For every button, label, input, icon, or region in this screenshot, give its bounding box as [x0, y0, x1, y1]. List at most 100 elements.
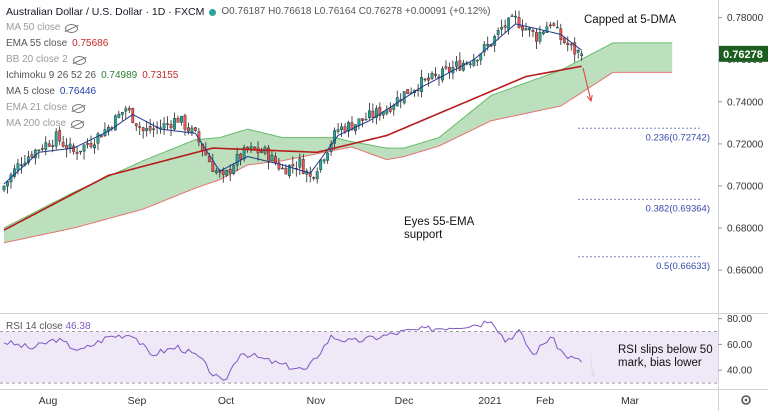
indicator-row[interactable]: MA 5 close 0.76446	[6, 84, 491, 100]
candle	[113, 115, 117, 131]
indicator-label: MA 50 close	[6, 22, 61, 33]
indicator-value: 0.74989	[101, 70, 138, 81]
candle	[315, 171, 319, 180]
candle	[96, 133, 100, 144]
candle	[468, 63, 472, 65]
candle	[350, 122, 354, 131]
x-tick-label: Nov	[307, 395, 326, 407]
visibility-hidden-icon[interactable]	[72, 103, 86, 113]
candle	[545, 26, 549, 33]
candle	[496, 30, 500, 35]
candle	[176, 117, 180, 123]
candle	[308, 172, 312, 177]
candle	[569, 43, 573, 46]
candle	[510, 15, 514, 18]
fib-level-label: 0.5(0.66633)	[656, 261, 710, 272]
candle	[124, 108, 128, 112]
rsi-band	[0, 331, 718, 384]
candle	[79, 150, 82, 153]
rsi-y-tick-label: 60.00	[727, 340, 752, 351]
candle	[319, 159, 323, 170]
indicator-value: 0.76446	[59, 86, 97, 97]
candle	[152, 128, 156, 130]
indicator-row[interactable]: EMA 55 close 0.75686	[6, 36, 491, 52]
settings-gear-icon[interactable]	[741, 395, 751, 405]
candle	[207, 155, 211, 163]
indicator-row[interactable]: Ichimoku 9 26 52 26 0.74989 0.73155	[6, 68, 491, 84]
candle	[193, 127, 197, 131]
candle	[58, 130, 62, 142]
indicator-row[interactable]: MA 50 close	[6, 20, 491, 36]
candle	[521, 25, 524, 31]
y-tick-label: 0.74000	[727, 97, 764, 108]
symbol-title: Australian Dollar / U.S. Dollar · 1D · F…	[6, 6, 205, 18]
x-tick-label: Feb	[536, 395, 554, 407]
candle	[322, 159, 326, 162]
candle	[221, 170, 225, 175]
annotation-capped: Capped at 5-DMA	[584, 14, 677, 26]
candle	[37, 149, 41, 152]
ichimoku-span-b	[3, 71, 673, 244]
y-tick-label: 0.70000	[727, 181, 764, 192]
indicator-label: MA 200 close	[6, 118, 67, 129]
annotation-eyes-ema: Eyes 55-EMA support	[404, 216, 475, 241]
indicator-rows: MA 50 close EMA 55 close 0.75686 BB 20 clos…	[6, 20, 491, 132]
candle	[166, 123, 169, 125]
candle	[427, 77, 430, 81]
rsi-legend: RSI 14 close 46.38	[6, 321, 91, 332]
visibility-hidden-icon[interactable]	[72, 55, 86, 65]
x-tick-label: Aug	[39, 395, 58, 407]
annotation-rsi: RSI slips below 50 mark, bias lower	[618, 344, 713, 369]
candle	[30, 154, 34, 158]
candle	[117, 113, 121, 118]
candle	[40, 148, 44, 150]
candle	[576, 50, 580, 53]
rsi-value: 46.38	[65, 321, 91, 332]
candle	[458, 60, 462, 71]
candle	[461, 62, 465, 71]
x-tick-label: Oct	[218, 395, 234, 407]
visibility-hidden-icon[interactable]	[65, 23, 79, 33]
candle	[406, 89, 410, 95]
candle	[444, 66, 448, 69]
arrow-down-main	[582, 67, 592, 102]
candle	[214, 170, 218, 173]
indicator-row[interactable]: BB 20 close 2	[6, 52, 491, 68]
candle	[552, 23, 556, 26]
candle	[524, 28, 528, 31]
candle	[138, 126, 142, 128]
candle	[134, 123, 138, 127]
last-price-tag	[719, 45, 768, 62]
candle	[54, 131, 58, 147]
candle	[298, 158, 302, 168]
candle	[26, 156, 30, 163]
y-tick-label: 0.78000	[727, 13, 764, 24]
candle	[148, 126, 152, 131]
candle	[555, 26, 559, 29]
candle	[173, 118, 176, 130]
indicator-label: MA 5 close	[6, 86, 55, 97]
indicator-row[interactable]: MA 200 close	[6, 116, 491, 132]
candle	[127, 107, 131, 111]
ichimoku-cloud-bullish	[4, 42, 673, 243]
y-tick-label: 0.72000	[727, 139, 764, 150]
candle	[100, 135, 103, 138]
candle	[169, 123, 173, 128]
rsi-label: RSI 14 close	[6, 321, 63, 332]
last-price-label: 0.76278	[723, 49, 763, 61]
candle	[225, 170, 229, 176]
candle	[75, 151, 79, 154]
ma5-line	[3, 23, 582, 185]
indicator-value-2: 0.73155	[142, 70, 179, 81]
visibility-hidden-icon[interactable]	[71, 119, 85, 129]
candle	[232, 165, 236, 174]
candle	[312, 177, 316, 179]
candle	[239, 153, 243, 160]
candle	[235, 154, 239, 166]
indicator-row[interactable]: EMA 21 close	[6, 100, 491, 116]
candle	[475, 59, 479, 62]
candle	[507, 17, 510, 30]
candle	[82, 144, 86, 152]
indicator-value: 0.75686	[72, 38, 109, 49]
